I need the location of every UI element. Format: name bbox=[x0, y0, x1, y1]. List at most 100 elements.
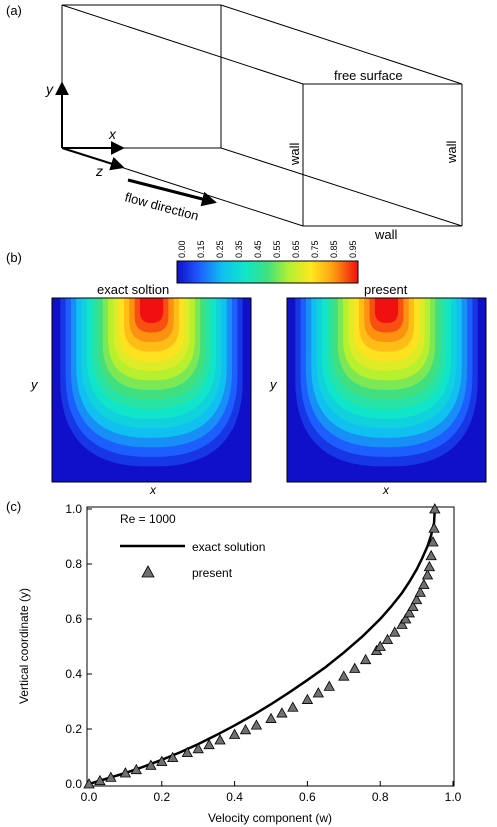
plot-series bbox=[83, 503, 441, 789]
contour-frame bbox=[51, 297, 252, 483]
series-point-present bbox=[105, 771, 117, 782]
series-point-present bbox=[145, 759, 157, 770]
series-point-present bbox=[250, 719, 263, 730]
series-point-present bbox=[410, 593, 423, 605]
x-tick-label: 0.4 bbox=[226, 790, 243, 804]
series-point-present bbox=[287, 701, 299, 712]
colorbar-tick-label: 0.45 bbox=[253, 240, 263, 258]
series-point-present bbox=[400, 613, 412, 624]
contour-map-present bbox=[286, 297, 487, 483]
wall-right-label: wall bbox=[444, 140, 459, 164]
series-point-present bbox=[423, 560, 436, 572]
plot-frame bbox=[86, 506, 455, 787]
series-point-present bbox=[228, 728, 241, 739]
series-point-present bbox=[429, 503, 441, 514]
wall-bottom-label: wall bbox=[374, 227, 398, 242]
x-tick-label: 0.8 bbox=[372, 790, 389, 804]
series-point-present bbox=[239, 724, 252, 735]
series-point-present bbox=[181, 746, 193, 758]
y-tick-label: 0.0 bbox=[65, 777, 82, 791]
contour-band bbox=[374, 298, 399, 323]
series-point-present bbox=[312, 687, 324, 698]
plot-ticks: 0.0 0.2 0.4 0.6 0.8 1.0 0.0 0.2 0.4 0.6 0.8 1.0 bbox=[65, 502, 461, 804]
legend-label-present: present bbox=[192, 566, 233, 580]
series-point-present bbox=[323, 680, 335, 691]
panel-a-tag: (a) bbox=[6, 3, 22, 18]
legend-label-exact: exact solution bbox=[192, 540, 265, 554]
series-point-present bbox=[421, 569, 434, 580]
box-edge bbox=[61, 4, 304, 85]
panel-b: (b) 0.00 0.15 0.25 0.35 0.45 0.55 0.65 0.75 0.85… bbox=[6, 240, 487, 497]
colorbar-tick-label: 0.25 bbox=[215, 240, 225, 258]
box-edge bbox=[220, 4, 463, 85]
colorbar-tick-label: 0.65 bbox=[291, 240, 301, 258]
panel-c-tag: (c) bbox=[6, 499, 21, 514]
contour-band bbox=[139, 298, 164, 323]
contour-xlabel-present: x bbox=[382, 483, 390, 497]
colorbar-tick-label: 0.55 bbox=[272, 240, 282, 258]
box-edge bbox=[220, 147, 463, 227]
contour-xlabel-exact: x bbox=[149, 483, 157, 497]
series-point-present bbox=[119, 767, 132, 778]
contour-ylabel-present: y bbox=[269, 377, 278, 392]
series-point-present bbox=[338, 670, 350, 681]
colorbar-tick-label: 0.00 bbox=[177, 240, 187, 258]
series-point-present bbox=[418, 578, 430, 590]
flow-direction-arrow bbox=[127, 178, 217, 207]
series-point-present bbox=[214, 734, 226, 745]
series-point-present bbox=[396, 618, 408, 629]
series-point-present bbox=[425, 549, 437, 561]
y-tick-label: 1.0 bbox=[65, 502, 82, 516]
series-point-present bbox=[374, 640, 386, 651]
series-point-present bbox=[427, 536, 439, 547]
y-tick-label: 0.6 bbox=[65, 612, 82, 626]
series-point-present bbox=[156, 755, 168, 766]
colorbar-tick-labels: 0.00 0.15 0.25 0.35 0.45 0.55 0.65 0.75 0.85 0.95 bbox=[177, 240, 358, 258]
legend-triangle-swatch bbox=[141, 565, 155, 578]
series-point-present bbox=[359, 653, 372, 665]
series-point-present bbox=[94, 774, 106, 786]
free-surface-label: free surface bbox=[334, 68, 403, 83]
colorbar bbox=[176, 260, 359, 284]
series-point-present bbox=[428, 522, 440, 533]
series-point-present bbox=[83, 778, 95, 789]
series-point-present bbox=[389, 626, 401, 637]
colorbar-tick-label: 0.15 bbox=[196, 240, 206, 258]
panel-c: (c) 0.0 0.2 0.4 0.6 0.8 1.0 0.0 0.2 0.4 0.6 0.8 1.0… bbox=[6, 499, 462, 825]
series-point-present bbox=[167, 751, 179, 762]
annotation-re: Re = 1000 bbox=[120, 512, 176, 526]
contour-ylabel-exact: y bbox=[30, 377, 39, 392]
colorbar-tick-label: 0.35 bbox=[234, 240, 244, 258]
axis-z-label: z bbox=[95, 163, 103, 179]
series-point-present bbox=[381, 633, 394, 645]
channel-box bbox=[61, 4, 463, 227]
x-tick-label: 1.0 bbox=[445, 790, 462, 804]
series-point-present bbox=[276, 707, 288, 718]
colorbar-tick-label: 0.85 bbox=[329, 240, 339, 258]
plot-xlabel: Velocity component (w) bbox=[208, 811, 332, 825]
series-point-present bbox=[403, 607, 415, 618]
series-point-present bbox=[349, 662, 361, 673]
series-point-present bbox=[265, 712, 277, 723]
contour-frame bbox=[286, 297, 487, 483]
y-tick-label: 0.2 bbox=[65, 722, 82, 736]
series-line-exact bbox=[88, 508, 437, 786]
plot-ylabel: Vertical coordinate (y) bbox=[17, 588, 31, 704]
series-point-present bbox=[130, 763, 142, 775]
series-point-present bbox=[301, 693, 314, 704]
y-tick-label: 0.8 bbox=[65, 557, 82, 571]
series-point-present bbox=[414, 586, 426, 597]
contour-map-exact bbox=[51, 297, 252, 483]
panel-b-tag: (b) bbox=[6, 250, 22, 265]
x-tick-label: 0.0 bbox=[81, 790, 98, 804]
colorbar-tick-label: 0.75 bbox=[310, 240, 320, 258]
y-tick-label: 0.4 bbox=[65, 667, 82, 681]
panel-a: (a) y x z flow direction free surfa bbox=[6, 3, 463, 242]
series-point-present bbox=[192, 742, 204, 754]
wall-left-label: wall bbox=[287, 142, 302, 166]
x-tick-label: 0.2 bbox=[153, 790, 170, 804]
contour-title-present: present bbox=[364, 282, 408, 297]
series-point-present bbox=[203, 738, 215, 750]
axis-y-label: y bbox=[45, 81, 54, 97]
